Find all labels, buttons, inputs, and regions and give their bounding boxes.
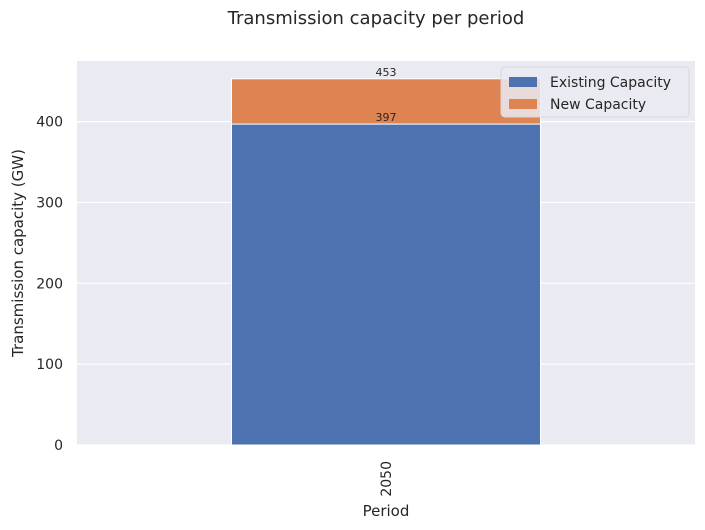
bar-data-label: 397 (376, 111, 397, 124)
y-tick-label: 300 (36, 195, 63, 211)
x-axis: 2050 (379, 461, 395, 497)
data-labels: 397 453 (376, 66, 397, 124)
legend: Existing Capacity New Capacity (500, 66, 690, 118)
y-axis-label: Transmission capacity (GW) (9, 149, 27, 358)
legend-label: New Capacity (550, 97, 646, 113)
bar-segment (231, 78, 541, 125)
x-axis-label: Period (363, 502, 410, 520)
y-tick-label: 400 (36, 115, 63, 131)
bars (231, 78, 541, 446)
legend-swatch (509, 99, 537, 109)
x-tick-label: 2050 (379, 461, 395, 497)
legend-swatch (509, 77, 537, 87)
legend-box (500, 66, 690, 118)
legend-label: Existing Capacity (550, 75, 671, 91)
chart-title: Transmission capacity per period (227, 8, 525, 29)
y-tick-label: 0 (54, 438, 63, 454)
y-tick-label: 200 (36, 276, 63, 292)
bar-segment (231, 123, 541, 446)
bar-data-label: 453 (376, 66, 397, 79)
y-tick-label: 100 (36, 357, 63, 373)
y-axis: 0 100 200 300 400 (36, 115, 63, 454)
